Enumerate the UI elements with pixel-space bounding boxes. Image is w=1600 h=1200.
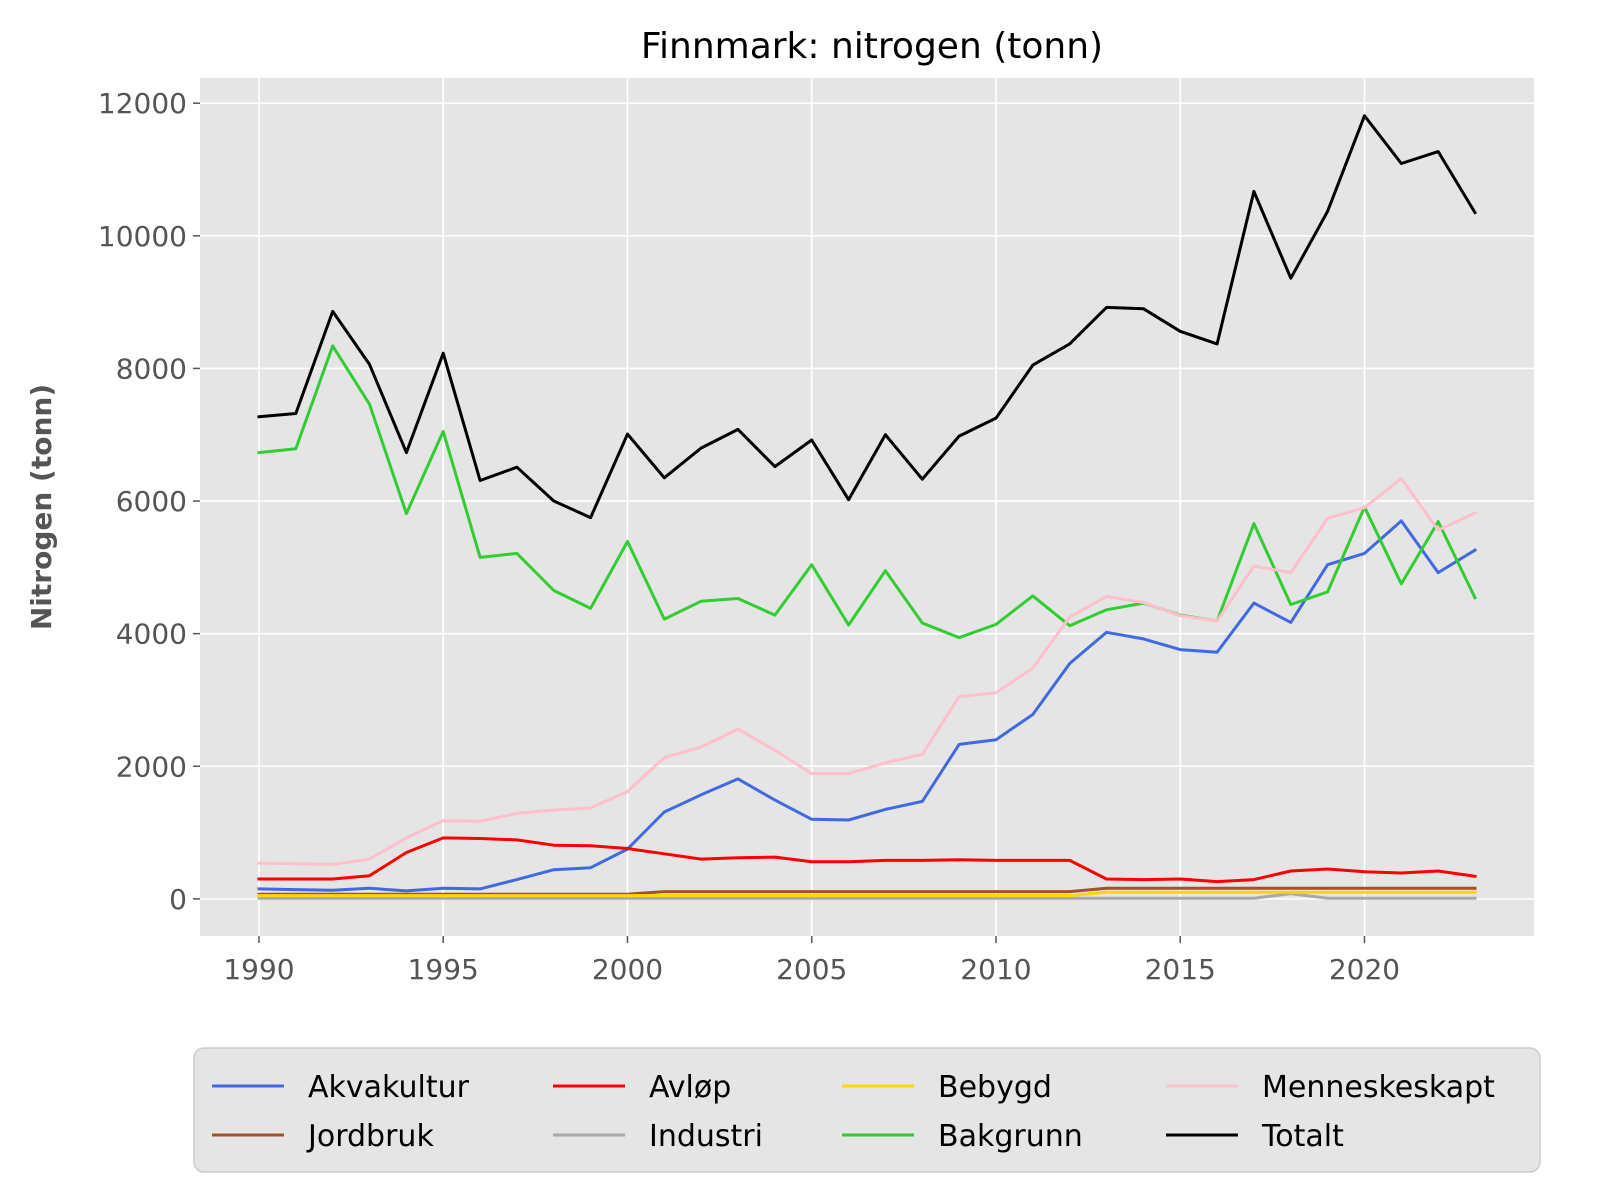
legend-label-industri: Industri [649, 1119, 763, 1154]
y-axis: 0 2000 4000 6000 8000 10000 12000 [98, 87, 200, 916]
y-tick-label: 0 [169, 883, 187, 916]
legend-label-jordbruk: Jordbruk [306, 1119, 434, 1154]
series-line-totalt [257, 114, 1478, 520]
y-tick-label: 10000 [98, 220, 187, 253]
series-line-bebygd [257, 890, 1477, 898]
x-tick-label: 1990 [223, 953, 294, 986]
y-axis-label: Nitrogen (tonn) [25, 384, 58, 630]
legend-label-bakgrunn: Bakgrunn [938, 1119, 1083, 1154]
legend-label-bebygd: Bebygd [938, 1070, 1052, 1105]
x-tick-label: 2015 [1145, 953, 1216, 986]
chart-title: Finnmark: nitrogen (tonn) [641, 26, 1103, 67]
x-tick-label: 2020 [1329, 953, 1400, 986]
x-tick-label: 2010 [960, 953, 1031, 986]
legend: Akvakultur Avløp Bebygd Menneskeskapt Jordbr… [193, 1047, 1541, 1173]
x-tick-label: 2000 [592, 953, 663, 986]
series-line-industri [257, 892, 1477, 900]
y-tick-label: 4000 [116, 618, 187, 651]
legend-label-menneskeskapt: Menneskeskapt [1262, 1070, 1495, 1105]
legend-label-akvakultur: Akvakultur [308, 1070, 470, 1105]
series-line-akvakultur [257, 519, 1478, 893]
y-tick-label: 2000 [116, 750, 187, 783]
x-tick-label: 1995 [408, 953, 479, 986]
y-tick-label: 12000 [98, 87, 187, 120]
series-line-bakgrunn [257, 344, 1478, 640]
y-tick-label: 8000 [116, 352, 187, 385]
legend-box [193, 1047, 1541, 1173]
legend-label-avlop: Avløp [649, 1070, 731, 1105]
series-line-menneskeskapt [257, 477, 1477, 866]
series-line-avlop [257, 836, 1477, 884]
legend-label-totalt: Totalt [1261, 1119, 1344, 1154]
x-axis: 1990 1995 2000 2005 2010 2015 2020 [223, 936, 1400, 986]
grid-lines [200, 78, 1534, 936]
x-tick-label: 2005 [776, 953, 847, 986]
y-tick-label: 6000 [116, 485, 187, 518]
series-lines [257, 114, 1478, 900]
plot-area [200, 78, 1534, 936]
